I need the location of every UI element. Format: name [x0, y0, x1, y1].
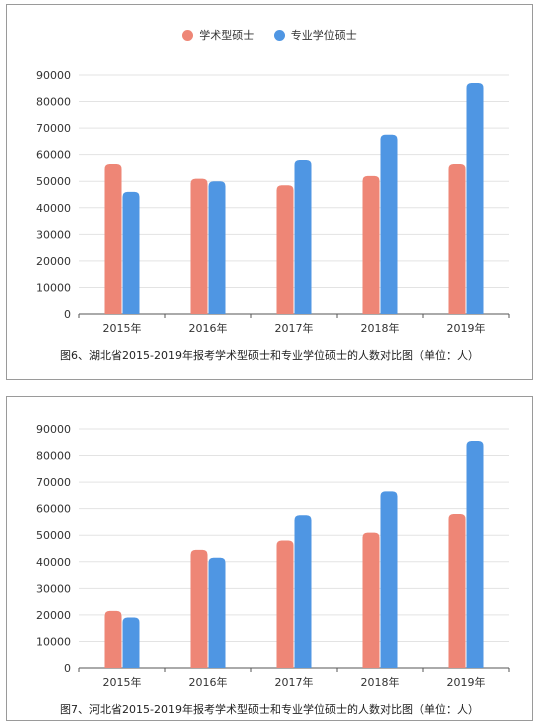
- bar-chart-hebei: 0 10000 20000 30000 40000 50000 60000 70000 8000…: [36, 423, 510, 689]
- y-tick-label: 10000: [36, 281, 71, 294]
- legend-swatch-professional: [273, 29, 285, 41]
- y-tick-label: 0: [64, 308, 71, 321]
- bar-professional: [294, 159, 312, 314]
- bar-professional: [122, 191, 140, 314]
- bar-academic: [276, 185, 294, 314]
- bar-academic: [104, 163, 122, 314]
- x-tick-label: 2016年: [189, 321, 228, 335]
- legend-item-academic: 学术型硕士: [182, 27, 254, 43]
- bar-academic: [448, 513, 466, 668]
- legend-swatch-academic: [182, 29, 194, 41]
- y-tick-label: 90000: [36, 423, 71, 436]
- bar-professional: [208, 181, 226, 314]
- y-tick-label: 10000: [36, 635, 71, 648]
- y-tick-label: 30000: [36, 582, 71, 595]
- chart-caption-hubei: 图6、湖北省2015-2019年报考学术型硕士和专业学位硕士的人数对比图（单位：…: [60, 349, 479, 362]
- bar-academic: [190, 178, 208, 314]
- y-tick-label: 20000: [36, 255, 71, 268]
- y-tick-label: 30000: [36, 228, 71, 241]
- bar-academic: [362, 175, 380, 314]
- legend-label-academic: 学术型硕士: [199, 29, 255, 42]
- bar-academic: [190, 549, 208, 668]
- x-tick-label: 2016年: [189, 675, 228, 689]
- y-tick-label: 60000: [36, 149, 71, 162]
- legend-label-professional: 专业学位硕士: [290, 29, 357, 42]
- bar-professional: [294, 515, 312, 668]
- bar-academic: [362, 532, 380, 668]
- bar-professional: [380, 134, 398, 314]
- chart-caption-hebei: 图7、河北省2015-2019年报考学术型硕士和专业学位硕士的人数对比图（单位：…: [60, 703, 479, 716]
- chart-panel-hubei: 学术型硕士 专业学位硕士 0 10000 20000 30000 40000 50000 6…: [6, 4, 533, 380]
- chart-legend: 学术型硕士 专业学位硕士: [7, 27, 532, 44]
- y-tick-label: 40000: [36, 202, 71, 215]
- legend-item-professional: 专业学位硕士: [273, 27, 357, 43]
- y-tick-label: 80000: [36, 450, 71, 463]
- y-tick-label: 50000: [36, 175, 71, 188]
- x-tick-label: 2017年: [275, 675, 314, 689]
- y-tick-label: 70000: [36, 476, 71, 489]
- y-tick-label: 70000: [36, 122, 71, 135]
- y-tick-label: 40000: [36, 556, 71, 569]
- y-tick-label: 50000: [36, 529, 71, 542]
- x-tick-label: 2019年: [447, 321, 486, 335]
- bar-professional: [466, 82, 484, 314]
- y-tick-label: 60000: [36, 503, 71, 516]
- bar-academic: [448, 163, 466, 314]
- y-tick-label: 90000: [36, 69, 71, 82]
- y-tick-label: 0: [64, 662, 71, 675]
- x-tick-label: 2018年: [361, 675, 400, 689]
- bar-chart-hubei: 0 10000 20000 30000 40000 50000 60000 70000 8000…: [36, 69, 510, 335]
- chart-panel-hebei: 0 10000 20000 30000 40000 50000 60000 70000 8000…: [6, 396, 533, 721]
- bar-professional: [122, 617, 140, 668]
- bar-academic: [104, 610, 122, 668]
- bar-professional: [380, 491, 398, 668]
- bar-professional: [208, 557, 226, 668]
- x-tick-label: 2015年: [103, 675, 142, 689]
- bar-professional: [466, 440, 484, 668]
- y-tick-label: 80000: [36, 96, 71, 109]
- y-tick-label: 20000: [36, 609, 71, 622]
- x-tick-label: 2015年: [103, 321, 142, 335]
- x-tick-label: 2017年: [275, 321, 314, 335]
- x-tick-label: 2018年: [361, 321, 400, 335]
- bar-academic: [276, 540, 294, 668]
- x-tick-label: 2019年: [447, 675, 486, 689]
